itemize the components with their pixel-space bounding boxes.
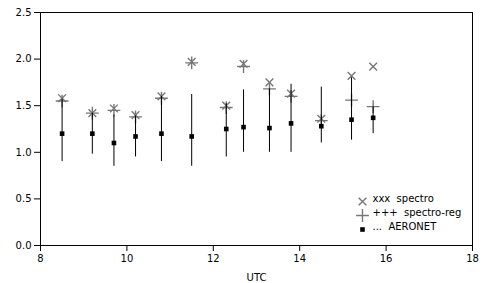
svg-text:10: 10 <box>121 253 134 264</box>
svg-text:1.5: 1.5 <box>16 100 32 111</box>
svg-text:16: 16 <box>380 253 393 264</box>
svg-text:xxx spectro: xxx spectro <box>373 193 434 204</box>
svg-text:1.0: 1.0 <box>16 147 32 158</box>
svg-text:12: 12 <box>207 253 220 264</box>
svg-text:UTC: UTC <box>247 272 267 283</box>
svg-text:+++ spectro-reg: +++ spectro-reg <box>373 207 462 218</box>
svg-text:2.0: 2.0 <box>16 53 32 64</box>
svg-text:18: 18 <box>466 253 479 264</box>
svg-text:0.5: 0.5 <box>16 193 32 204</box>
svg-text:2.5: 2.5 <box>16 7 32 18</box>
svg-text:... AERONET: ... AERONET <box>373 221 438 232</box>
svg-text:14: 14 <box>293 253 306 264</box>
svg-text:0.0: 0.0 <box>16 240 32 251</box>
svg-text:8: 8 <box>37 253 43 264</box>
